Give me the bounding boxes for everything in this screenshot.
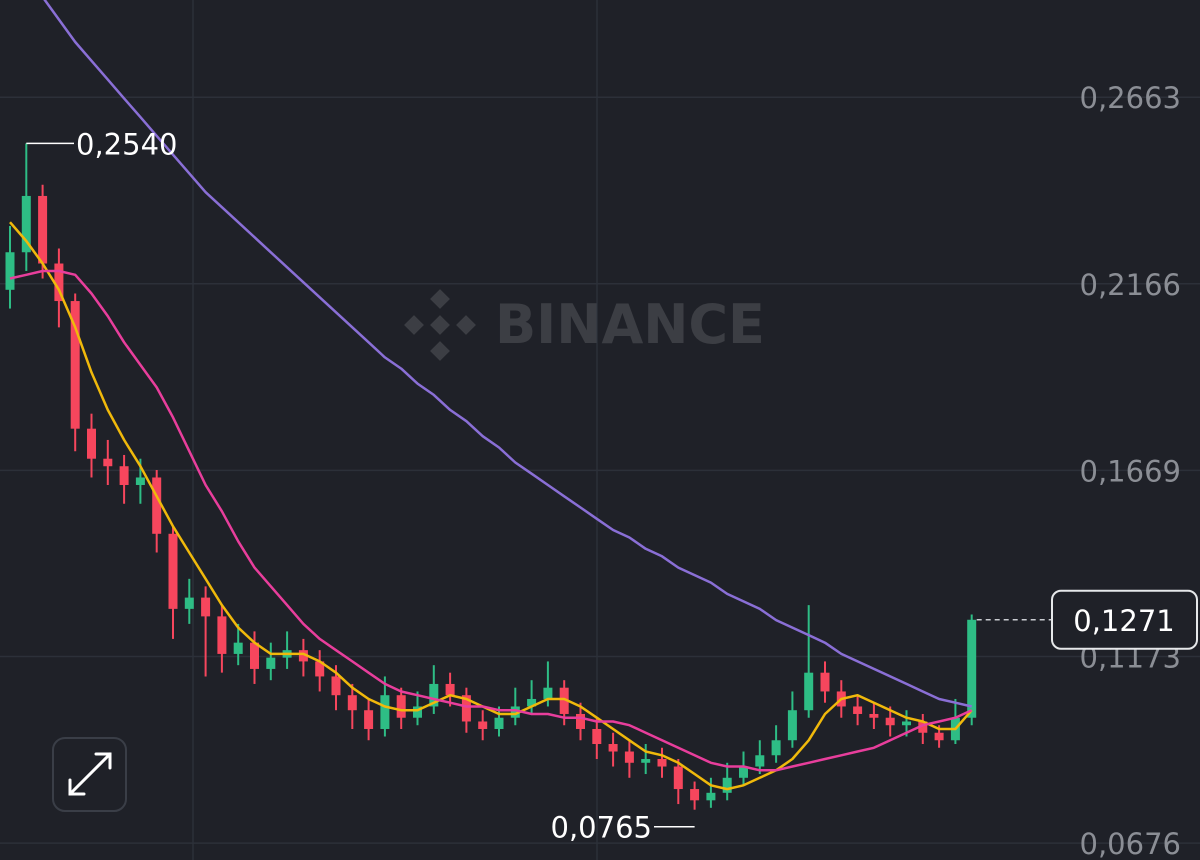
candle-body [233,642,243,654]
candle-body [576,713,585,729]
expand-button[interactable] [52,737,127,812]
min-marker-label: 0,0765 [551,811,652,845]
candle-body [494,717,504,729]
candle-body [461,695,471,722]
candle-body [119,466,129,485]
moving-average-line [9,221,973,791]
candle-body [87,428,96,459]
candle-body [315,661,325,677]
candle-body [902,721,911,726]
candle-body [184,597,194,609]
candle-body [820,672,830,692]
watermark: BINANCE [404,289,765,361]
candle-body [103,458,113,467]
candle-body [135,477,145,485]
candle-body [331,676,341,696]
y-tick-label: 0,1669 [1080,454,1181,488]
y-tick-label: 0,2166 [1080,268,1181,302]
candle-body [869,713,879,718]
candle-body [755,755,765,767]
candle-body [641,759,651,763]
candle-body [38,195,48,264]
candle-body [690,789,700,801]
candle-body [21,195,31,253]
candle-body [396,695,406,718]
candle-body [413,706,422,718]
watermark-text: BINANCE [495,293,765,356]
last-price-box [1051,589,1198,650]
candle-body [5,252,15,290]
candle-body [967,619,977,718]
candle-body [54,263,64,302]
candle-body [853,706,863,714]
grid [0,96,1200,844]
candle-body [592,728,602,745]
y-tick-label: 0,0676 [1080,827,1181,860]
plot [5,0,977,810]
candle-body [364,710,374,729]
y-tick-label: 0,2663 [1080,81,1181,115]
candle-body [429,683,439,707]
candle-body [201,597,211,617]
candle-body [152,477,162,534]
candle-body [918,721,928,733]
candle-body [608,744,618,752]
candle-body [739,766,748,778]
expand-icon [68,752,112,796]
candle-body [771,740,781,756]
candle-body [217,616,227,654]
candle-body [543,687,553,699]
max-marker-label: 0,2540 [76,127,177,161]
candle-body [266,657,276,669]
candle-body [934,732,944,741]
last-price-label: 0,1271 [1073,604,1174,638]
moving-average-line [43,0,972,708]
candle-body [445,683,455,696]
candle-body [722,777,732,793]
candle-body [657,759,667,767]
candle-body [168,533,178,609]
candle-body [478,721,488,729]
candle-body [624,751,634,763]
candle-body [347,695,357,711]
candle-body [380,695,390,729]
candle-body [559,687,569,714]
moving-average-line [9,269,973,772]
candle-body [70,301,80,429]
candle-body [804,672,814,711]
candle-body [673,766,683,790]
candle-body [510,706,520,718]
candle-body [298,650,308,662]
candle-body [527,698,537,707]
candle-body [885,717,895,726]
candle-body [706,792,716,801]
candle-body [250,642,259,669]
overlay: 0,06760,11730,16690,21660,26630,25400,07… [26,81,1198,860]
candle-body [787,710,797,741]
